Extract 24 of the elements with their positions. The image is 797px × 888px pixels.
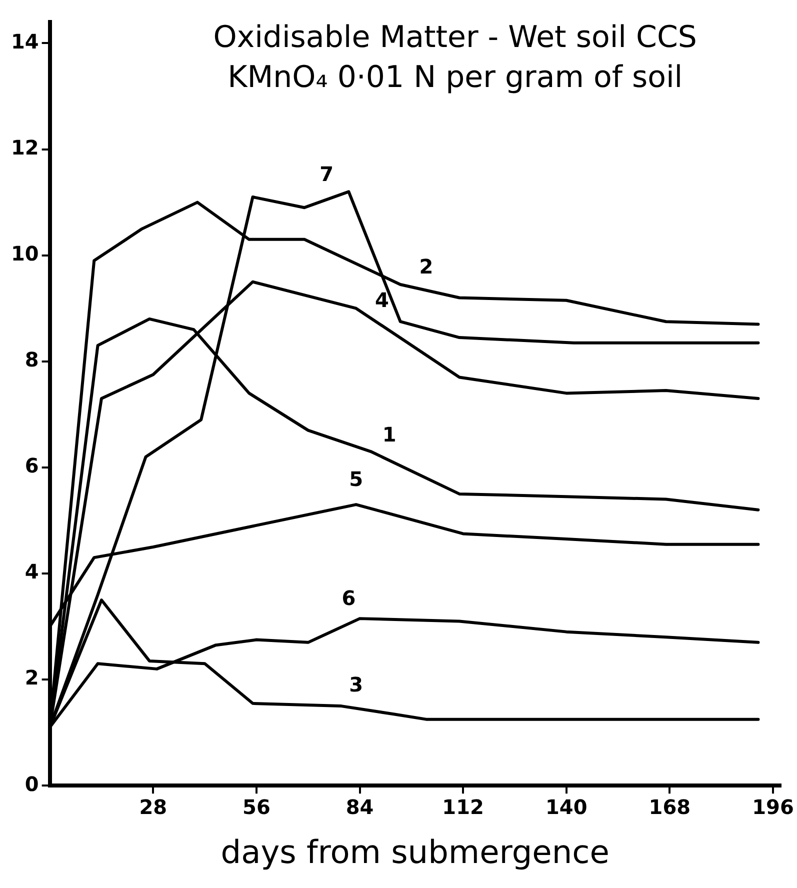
series-label: 2	[419, 254, 434, 278]
series-label: 1	[382, 422, 396, 447]
series-label: 6	[342, 586, 356, 610]
series-label: 3	[349, 672, 364, 697]
y-tick-label: 0	[24, 772, 39, 796]
x-axis-title: days from submergence	[220, 833, 610, 872]
x-tick-label: 28	[139, 794, 168, 819]
y-tick-label: 2	[24, 666, 39, 690]
y-tick-label: 12	[10, 135, 39, 160]
y-tick-label: 4	[24, 560, 39, 584]
series-label: 7	[320, 162, 334, 186]
series-label: 5	[349, 466, 364, 491]
x-tick-label: 112	[442, 794, 484, 819]
x-tick-label: 56	[242, 794, 270, 819]
y-tick-label: 10	[10, 242, 39, 266]
y-tick-label: 6	[24, 454, 39, 478]
x-tick-label: 196	[752, 794, 794, 819]
x-tick-label: 168	[648, 794, 691, 819]
y-tick-label: 8	[24, 348, 39, 372]
x-tick-label: 84	[346, 794, 374, 819]
x-tick-label: 140	[545, 794, 588, 819]
y-tick-label: 14	[10, 29, 39, 54]
text: Oxidisable Matter - Wet soil CCS KMnO₄ 0·01 N per gram of soil	[213, 20, 697, 95]
series-label: 4	[374, 288, 389, 312]
